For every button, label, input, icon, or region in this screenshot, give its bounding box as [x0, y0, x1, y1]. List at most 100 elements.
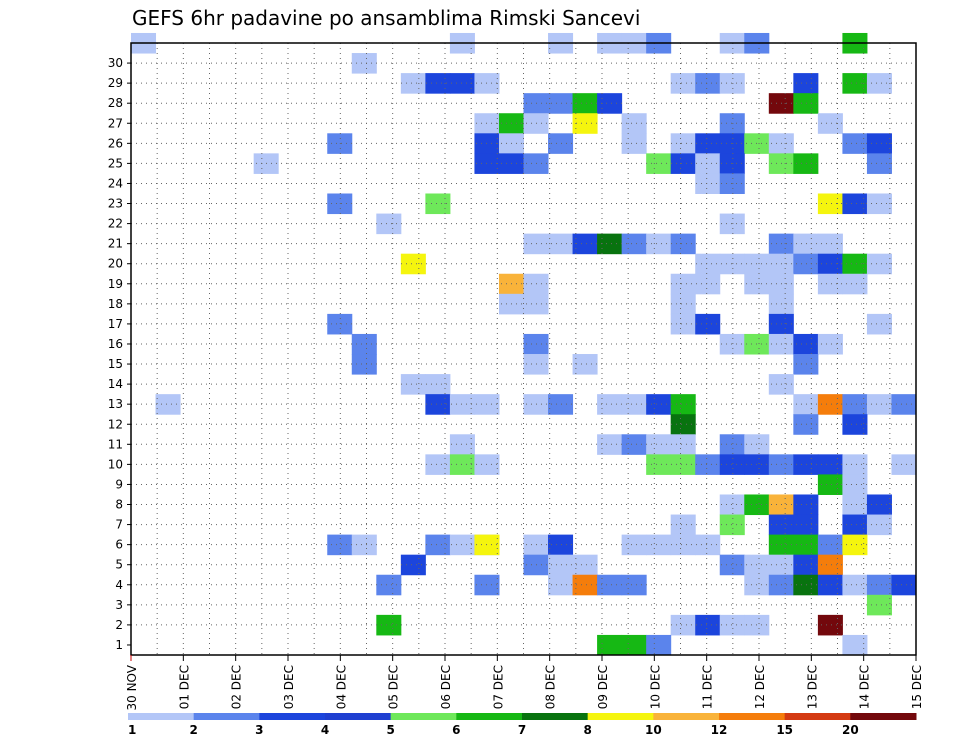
x-tick-label: 07 DEC	[491, 665, 505, 709]
y-tick-label: 22	[108, 217, 123, 231]
heatmap-cell	[425, 394, 451, 415]
heatmap-cell	[817, 193, 843, 215]
heatmap-cell	[376, 574, 402, 596]
x-tick-label: 08 DEC	[544, 665, 558, 709]
heatmap-cell	[695, 133, 721, 154]
heatmap-cell	[866, 133, 892, 154]
heatmap-cell	[597, 434, 623, 455]
heatmap-cell	[817, 574, 843, 596]
x-tick-label: 09 DEC	[596, 665, 610, 709]
heatmap-cell	[793, 414, 819, 435]
heatmap-cell	[327, 133, 353, 154]
heatmap-cell	[793, 93, 819, 114]
colorbar: 1 2 3 4 5 6 7 8 10 12 15 20	[128, 713, 917, 737]
heatmap-cell	[695, 454, 721, 475]
heatmap-cell	[793, 454, 819, 475]
x-tick-label: 05 DEC	[387, 665, 401, 709]
heatmap-cell	[449, 454, 475, 475]
y-tick-label: 20	[108, 257, 123, 271]
heatmap-cell	[793, 233, 819, 255]
heatmap-cell	[327, 193, 353, 215]
heatmap-cell	[351, 333, 377, 355]
colorbar-swatch	[850, 713, 917, 720]
colorbar-swatch	[587, 713, 654, 720]
y-tick-label: 9	[115, 477, 123, 491]
colorbar-swatch	[653, 713, 720, 720]
y-tick-label: 17	[108, 317, 123, 331]
colorbar-label: 10	[645, 723, 662, 737]
heatmap-cell	[842, 273, 868, 295]
colorbar-label: 2	[189, 723, 197, 737]
x-tick-label: 03 DEC	[282, 665, 296, 709]
heatmap-cell	[646, 394, 672, 415]
heatmap-cell	[719, 213, 745, 235]
heatmap-cell	[400, 374, 426, 395]
heatmap-cell	[793, 394, 819, 415]
heatmap-cell	[400, 73, 426, 94]
x-tick-label: 02 DEC	[230, 665, 244, 709]
heatmap-cell	[548, 554, 574, 576]
heatmap-cell	[719, 434, 745, 455]
heatmap-cell	[449, 534, 475, 556]
heatmap-cell	[817, 454, 843, 475]
heatmap-cell	[646, 534, 672, 556]
heatmap-cell	[597, 394, 623, 415]
y-tick-label: 1	[115, 638, 123, 652]
heatmap-cell	[866, 153, 892, 174]
heatmap-cell	[621, 634, 647, 656]
heatmap-cells	[131, 32, 917, 656]
heatmap-cell	[646, 634, 672, 656]
x-tick-label: 10 DEC	[648, 665, 662, 709]
colorbar-swatch	[719, 713, 786, 720]
colorbar-swatch	[193, 713, 260, 720]
x-tick-label: 13 DEC	[805, 665, 819, 709]
heatmap-cell	[842, 474, 868, 495]
heatmap-cell	[597, 93, 623, 114]
heatmap-cell	[891, 574, 917, 596]
heatmap-cell	[376, 614, 402, 636]
heatmap-cell	[842, 133, 868, 154]
heatmap-cell	[891, 394, 917, 415]
heatmap-cell	[817, 474, 843, 495]
heatmap-cell	[670, 313, 696, 335]
chart-title: GEFS 6hr padavine po ansamblima Rimski S…	[132, 6, 640, 30]
heatmap-cell	[670, 273, 696, 295]
heatmap-cell	[621, 434, 647, 455]
heatmap-cell	[817, 394, 843, 415]
y-tick-label: 23	[108, 197, 123, 211]
heatmap-cell	[793, 574, 819, 596]
y-tick-label: 3	[115, 598, 123, 612]
colorbar-label: 8	[583, 723, 591, 737]
heatmap-cell	[351, 534, 377, 556]
y-tick-label: 25	[108, 156, 123, 170]
heatmap-cell	[842, 634, 868, 656]
heatmap-cell	[719, 173, 745, 194]
heatmap-cell	[670, 153, 696, 174]
heatmap-cell	[719, 253, 745, 275]
heatmap-cell	[572, 354, 598, 375]
heatmap-cell	[842, 574, 868, 596]
y-tick-label: 6	[115, 538, 123, 552]
heatmap-cell	[621, 233, 647, 255]
heatmap-cell	[866, 73, 892, 94]
heatmap-cell	[425, 534, 451, 556]
colorbar-label: 20	[842, 723, 859, 737]
heatmap-cell	[572, 113, 598, 134]
heatmap-cell	[621, 133, 647, 154]
heatmap-cell	[719, 494, 745, 516]
heatmap-cell	[548, 93, 574, 114]
y-tick-label: 30	[108, 56, 123, 70]
heatmap-cell	[793, 534, 819, 556]
heatmap-cell	[866, 594, 892, 616]
heatmap-cell	[793, 554, 819, 576]
heatmap-cell	[572, 93, 598, 114]
heatmap-cell	[449, 394, 475, 415]
x-tick-label: 14 DEC	[858, 665, 872, 709]
heatmap-cell	[548, 233, 574, 255]
grid-lines	[131, 43, 916, 655]
heatmap-cell	[695, 173, 721, 194]
heatmap-cell	[695, 534, 721, 556]
colorbar-swatch	[522, 713, 589, 720]
x-tick-label: 04 DEC	[334, 665, 348, 709]
y-tick-label: 14	[108, 377, 123, 391]
